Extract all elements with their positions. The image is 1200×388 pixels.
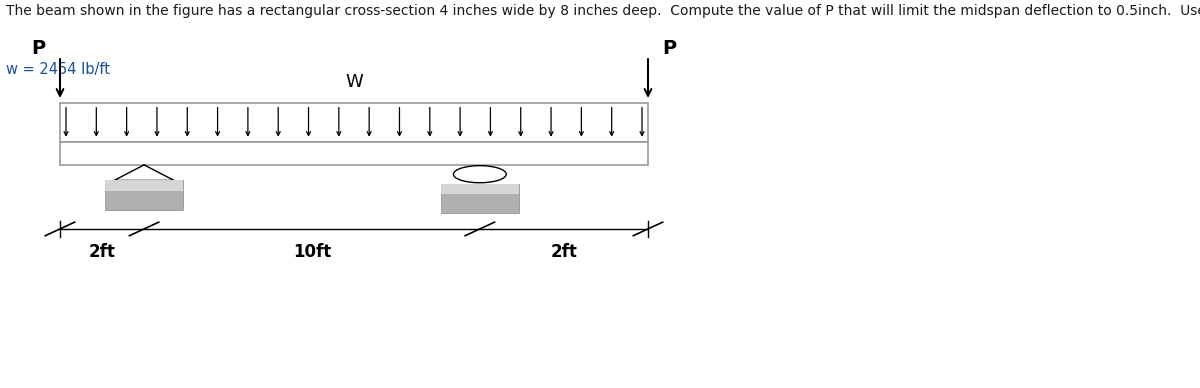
- Text: P: P: [31, 39, 46, 58]
- Bar: [106, 180, 184, 210]
- Bar: [60, 103, 648, 142]
- Text: W: W: [346, 73, 362, 91]
- Bar: [440, 184, 518, 213]
- Bar: [106, 180, 184, 191]
- Text: P: P: [662, 39, 677, 58]
- Circle shape: [454, 166, 506, 183]
- Text: 2ft: 2ft: [89, 242, 115, 260]
- Bar: [440, 184, 518, 194]
- Text: The beam shown in the figure has a rectangular cross-section 4 inches wide by 8 : The beam shown in the figure has a recta…: [6, 4, 1200, 18]
- Text: 2ft: 2ft: [551, 242, 577, 260]
- Text: 10ft: 10ft: [293, 242, 331, 260]
- Text: w = 2454 lb/ft: w = 2454 lb/ft: [6, 62, 110, 77]
- Bar: [60, 142, 648, 165]
